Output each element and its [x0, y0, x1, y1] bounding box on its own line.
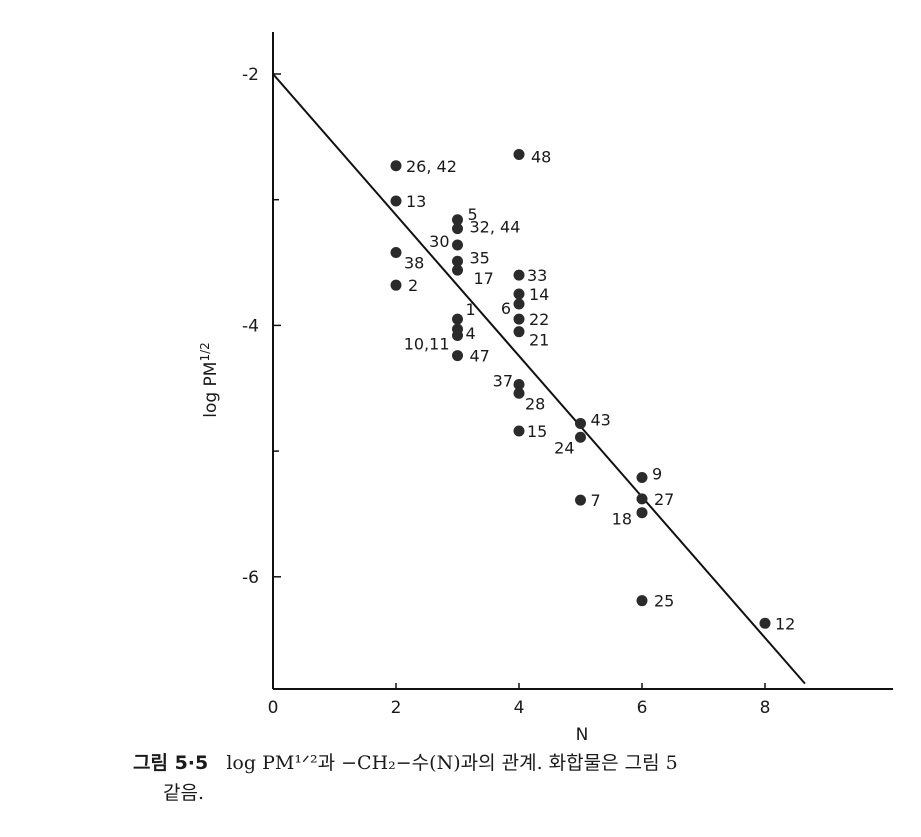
data-point [390, 160, 402, 172]
x-tick-label: 0 [268, 698, 279, 718]
data-point-label: 24 [554, 438, 574, 457]
data-point-label: 15 [527, 422, 547, 441]
data-point-label: 38 [404, 253, 424, 272]
data-point [636, 471, 648, 483]
data-point-label: 22 [529, 310, 549, 329]
data-point [452, 329, 463, 341]
x-tick-label: 8 [760, 698, 771, 718]
y-tick-label: -2 [242, 65, 259, 85]
data-point [636, 595, 648, 607]
data-point-label: 21 [529, 331, 549, 350]
data-point-label: 17 [474, 269, 494, 288]
data-point-label: 10,11 [404, 334, 450, 353]
data-point [452, 350, 463, 362]
data-point-label: 14 [529, 285, 549, 304]
data-point [759, 617, 771, 629]
x-tick-label: 2 [391, 698, 402, 718]
data-point-label: 18 [612, 510, 632, 529]
data-point-label: 47 [470, 347, 490, 366]
data-point-label: 12 [775, 614, 795, 633]
data-point [390, 279, 402, 291]
data-point [513, 378, 525, 390]
data-point-label: 9 [652, 464, 662, 483]
data-point [575, 431, 586, 443]
data-point [390, 246, 402, 258]
data-point [636, 507, 648, 519]
data-point-label: 4 [466, 324, 476, 343]
data-point-label: 5 [468, 205, 478, 224]
y-tick-label: -6 [242, 568, 259, 588]
data-point-label: 1 [466, 300, 476, 319]
data-point-label: 43 [591, 410, 611, 429]
data-point-label: 30 [429, 232, 449, 251]
data-point-label: 33 [527, 266, 547, 285]
fit-line-group [272, 73, 806, 685]
data-point-label: 25 [654, 592, 674, 611]
data-point-label: 37 [493, 371, 513, 390]
data-point [636, 493, 648, 505]
data-point [452, 223, 463, 235]
x-tick-label: 4 [514, 698, 525, 718]
data-point-label: 48 [531, 147, 551, 166]
data-point [513, 425, 525, 437]
data-point [513, 269, 525, 281]
data-point [513, 148, 525, 160]
data-point-label: 27 [654, 490, 674, 509]
caption-text-line1: log PM¹ᐟ²과 −CH₂−수(N)과의 관계. 화합물은 그림 5 [226, 752, 678, 774]
data-point-label: 7 [591, 491, 601, 510]
data-point [513, 288, 525, 300]
data-point [452, 264, 463, 276]
data-point [575, 417, 586, 429]
fit-line [272, 73, 806, 685]
data-point-label: 35 [470, 248, 490, 267]
data-point [513, 387, 525, 399]
data-point [513, 313, 525, 325]
data-point-label: 32, 44 [470, 218, 521, 237]
caption-figure-number: 그림 5·5 [133, 752, 209, 774]
data-point [513, 326, 525, 338]
data-point-label: 13 [406, 192, 426, 211]
data-point-label: 26, 42 [406, 157, 457, 176]
data-point-label: 6 [501, 299, 511, 318]
x-tick-label: 6 [637, 698, 648, 718]
data-point-label: 28 [525, 394, 545, 413]
caption-text-line2: 같음. [163, 782, 204, 804]
data-point [452, 214, 463, 226]
axes [272, 32, 893, 690]
data-point [390, 195, 402, 207]
figure-caption: 그림 5·5 log PM¹ᐟ²과 −CH₂−수(N)과의 관계. 화합물은 그… [133, 748, 921, 808]
y-axis-label-superscript: 1/2 [198, 342, 212, 361]
data-point [575, 494, 586, 506]
y-axis-label: log PM1/2 [198, 342, 221, 418]
data-point [452, 239, 463, 251]
y-tick-label: -4 [242, 316, 259, 336]
ticks: 0 2 4 6 8-2-4-6 [242, 65, 770, 718]
data-point [452, 313, 463, 325]
data-point-label: 2 [408, 276, 418, 295]
x-axis-label: N [576, 725, 589, 745]
data-point [452, 255, 463, 267]
data-point [513, 298, 525, 310]
